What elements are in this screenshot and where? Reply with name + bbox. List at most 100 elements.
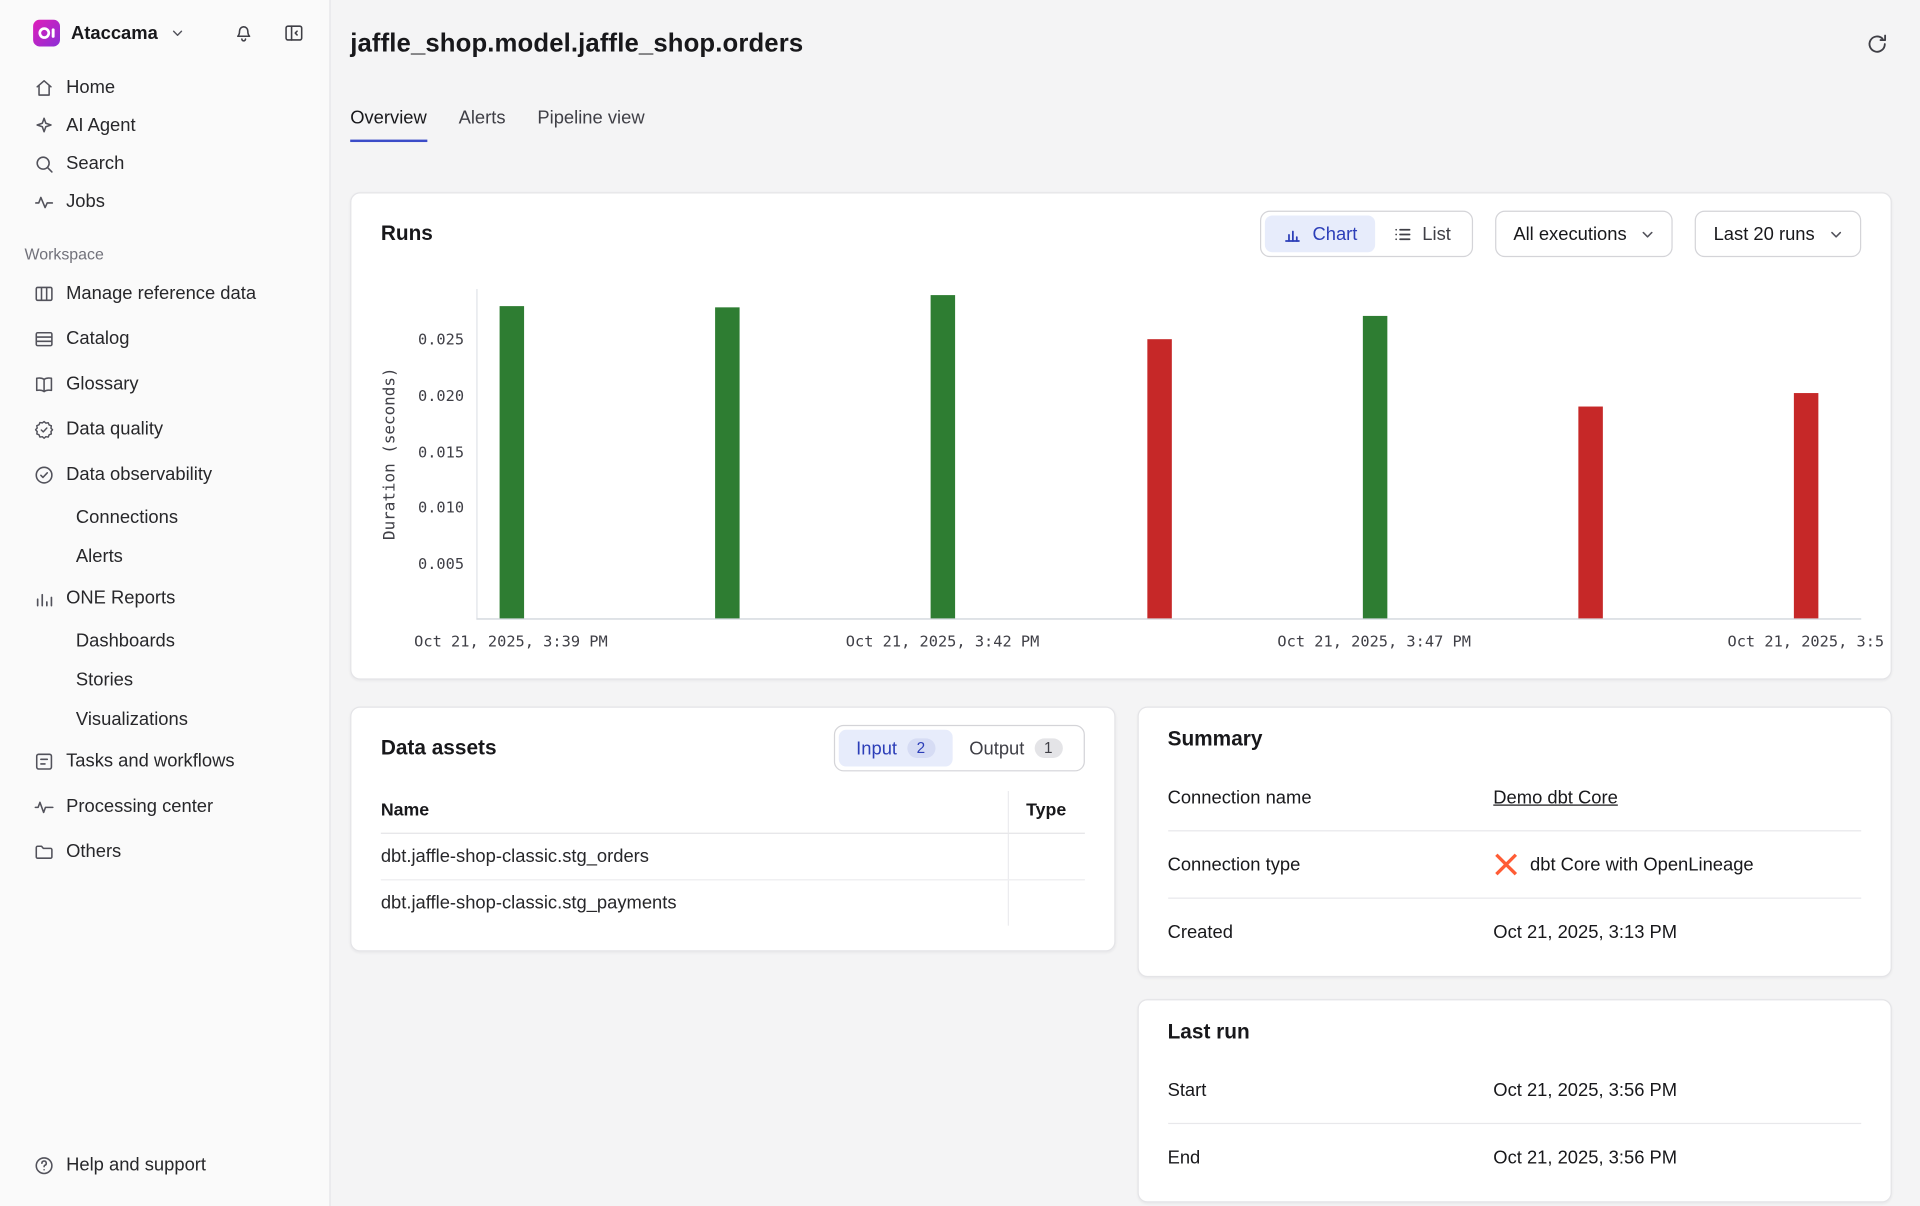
sidebar-item-connections[interactable]: Connections <box>0 497 329 536</box>
last-run-card: Last run Start Oct 21, 2025, 3:56 PM End… <box>1136 999 1892 1203</box>
kv-label: Connection type <box>1167 854 1301 875</box>
sidebar-item-label: Search <box>66 153 125 174</box>
sidebar-item-stories[interactable]: Stories <box>0 660 329 699</box>
created-value: Oct 21, 2025, 3:13 PM <box>1493 922 1678 943</box>
run-bar-success[interactable] <box>1362 315 1387 619</box>
collapse-sidebar-icon[interactable] <box>283 22 305 44</box>
run-bar-success[interactable] <box>499 305 525 619</box>
checklist-icon <box>33 750 55 772</box>
x-tick-label: Oct 21, 2025, 3:47 PM <box>1277 631 1471 651</box>
sidebar-item-label: Home <box>66 77 116 98</box>
last-run-row: Start Oct 21, 2025, 3:56 PM <box>1167 1057 1862 1125</box>
workspace-switcher-chevron-icon[interactable] <box>169 24 186 41</box>
toggle-list-button[interactable]: List <box>1375 216 1468 253</box>
kv-label: Start <box>1167 1079 1207 1101</box>
sidebar-item-tasks-and-workflows[interactable]: Tasks and workflows <box>0 738 329 783</box>
sidebar-item-glossary[interactable]: Glossary <box>0 361 329 406</box>
sidebar-item-label: ONE Reports <box>66 587 176 609</box>
input-tab-label: Input <box>856 737 898 759</box>
sidebar-item-jobs[interactable]: Jobs <box>0 182 329 220</box>
connection-name-link[interactable]: Demo dbt Core <box>1493 786 1618 808</box>
run-bar-failure[interactable] <box>1578 406 1603 619</box>
chart-list-toggle: Chart List <box>1259 210 1473 258</box>
column-header-type: Type <box>1007 791 1085 834</box>
chart-y-axis-label: Duration (seconds) <box>380 368 400 541</box>
chevron-down-icon <box>1827 225 1845 243</box>
sidebar-item-data-observability[interactable]: Data observability <box>0 452 329 497</box>
sidebar-item-home[interactable]: Home <box>0 69 329 107</box>
kv-label: Created <box>1167 922 1233 943</box>
refresh-button[interactable] <box>1862 29 1891 58</box>
runs-range-dropdown[interactable]: Last 20 runs <box>1695 210 1862 258</box>
executions-filter-value: All executions <box>1513 223 1627 245</box>
sidebar-item-visualizations[interactable]: Visualizations <box>0 699 329 738</box>
runs-card: Runs Chart List All executions <box>350 192 1892 680</box>
help-circle-icon <box>33 1154 55 1176</box>
sidebar-item-label: Data observability <box>66 464 213 485</box>
sidebar-item-label: AI Agent <box>66 115 136 136</box>
toggle-chart-button[interactable]: Chart <box>1264 215 1375 253</box>
chart-y-ticks: 0.005 0.010 0.015 0.020 0.025 <box>408 289 477 620</box>
sidebar-item-alerts[interactable]: Alerts <box>0 536 329 575</box>
sidebar-item-label: Tasks and workflows <box>66 750 235 772</box>
sidebar: Ataccama Home AI Agent Sear <box>0 0 331 1206</box>
tab-pipeline-view[interactable]: Pipeline view <box>537 107 645 129</box>
chevron-down-icon <box>1639 225 1657 243</box>
sidebar-item-one-reports[interactable]: ONE Reports <box>0 576 329 621</box>
input-tab-button[interactable]: Input 2 <box>839 729 953 767</box>
table-row[interactable]: dbt.jaffle-shop-classic.stg_payments <box>381 879 1085 926</box>
connection-type-value: dbt Core with OpenLineage <box>1530 854 1754 875</box>
sidebar-subitem-label: Stories <box>75 669 134 690</box>
runs-title: Runs <box>380 221 433 245</box>
chart-x-axis: Oct 21, 2025, 3:39 PM Oct 21, 2025, 3:42 … <box>414 620 1884 654</box>
column-header-name: Name <box>380 791 1009 834</box>
run-bar-success[interactable] <box>715 306 740 619</box>
data-assets-card: Data assets Input 2 Output 1 <box>350 706 1115 952</box>
seal-check-icon <box>33 418 55 440</box>
x-tick-label: Oct 21, 2025, 3:42 PM <box>845 631 1040 651</box>
y-tick-label: 0.015 <box>417 442 465 461</box>
last-run-row: End Oct 21, 2025, 3:56 PM <box>1168 1124 1862 1191</box>
tab-alerts[interactable]: Alerts <box>458 107 506 129</box>
start-value: Oct 21, 2025, 3:56 PM <box>1493 1079 1678 1101</box>
home-icon <box>33 77 55 99</box>
list-view-icon <box>1392 223 1413 244</box>
sidebar-item-catalog[interactable]: Catalog <box>0 316 329 361</box>
sidebar-item-manage-reference-data[interactable]: Manage reference data <box>0 271 329 316</box>
kv-label: End <box>1167 1147 1201 1169</box>
sidebar-item-label: Jobs <box>66 191 105 212</box>
table-row[interactable]: dbt.jaffle-shop-classic.stg_orders <box>380 833 1085 881</box>
table-columns-icon <box>33 282 55 304</box>
data-assets-table: Name Type dbt.jaffle-shop-classic.stg_or… <box>380 791 1085 926</box>
chart-view-icon <box>1282 223 1303 244</box>
circle-check-icon <box>33 463 55 485</box>
runs-range-value: Last 20 runs <box>1713 223 1815 245</box>
summary-card: Summary Connection name Demo dbt Core Co… <box>1136 706 1892 978</box>
run-bar-failure[interactable] <box>1793 392 1819 619</box>
notifications-bell-icon[interactable] <box>233 22 255 44</box>
data-assets-title: Data assets <box>380 735 497 760</box>
tab-overview[interactable]: Overview <box>350 108 427 143</box>
sidebar-item-processing-center[interactable]: Processing center <box>0 784 329 829</box>
sidebar-item-data-quality[interactable]: Data quality <box>0 407 329 452</box>
sidebar-item-label: Processing center <box>66 795 214 817</box>
output-tab-button[interactable]: Output 1 <box>952 730 1079 767</box>
sidebar-item-others[interactable]: Others <box>0 829 329 874</box>
sidebar-item-dashboards[interactable]: Dashboards <box>0 621 329 660</box>
y-tick-label: 0.005 <box>417 554 465 573</box>
sidebar-item-search[interactable]: Search <box>0 144 329 182</box>
help-and-support[interactable]: Help and support <box>33 1146 329 1184</box>
book-icon <box>33 373 55 395</box>
output-tab-label: Output <box>969 737 1025 759</box>
sparkle-icon <box>33 114 55 136</box>
waveform-icon <box>33 795 55 817</box>
sidebar-subitem-label: Visualizations <box>75 708 188 730</box>
run-bar-failure[interactable] <box>1146 339 1172 619</box>
sidebar-item-ai-agent[interactable]: AI Agent <box>0 107 329 145</box>
asset-type-cell <box>1007 879 1085 926</box>
pulse-icon <box>33 190 55 212</box>
run-bar-success[interactable] <box>931 294 956 619</box>
executions-filter-dropdown[interactable]: All executions <box>1494 210 1674 258</box>
summary-title: Summary <box>1167 727 1263 751</box>
